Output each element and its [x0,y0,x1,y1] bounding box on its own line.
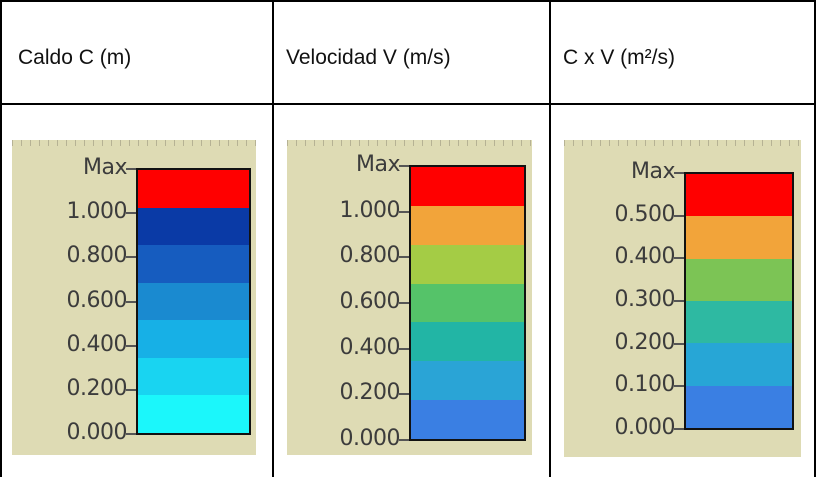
color-band [138,282,249,321]
color-band [686,258,792,301]
legend-label: Max [356,152,400,177]
legend-label: 0.800 [339,243,401,269]
legend-tick [126,168,136,170]
color-band [138,320,249,358]
legend-label: 0.100 [614,372,676,398]
table-border-header-bottom [0,103,816,105]
legend-label: 0.800 [66,243,128,269]
table-divider-2 [549,0,551,477]
legend-tick [674,257,684,260]
legend-label: Max [83,155,127,180]
legend-label: 1.000 [339,197,401,223]
color-band [686,216,792,259]
legend-tick [399,256,409,259]
color-band [138,170,249,208]
legend-label: 1.000 [66,199,128,225]
legend-tick [674,342,684,345]
legend-tick [674,214,684,217]
legend-tick [126,433,136,435]
legend-label: 0.400 [66,331,128,357]
legend-label: 0.200 [614,329,676,355]
legend-tick [126,212,136,215]
legend-ruler [564,140,801,146]
legend-caldo: Max 1.000 0.800 0.600 0.400 0.200 0.000 [12,140,256,455]
legend-cxv: Max 0.500 0.400 0.300 0.200 0.100 0.000 [564,140,801,457]
color-band [138,395,249,434]
color-bar-velocidad [409,165,526,441]
header-cxv: C x V (m²/s) [563,46,675,69]
legend-ruler [12,140,256,146]
legend-tick [674,385,684,388]
legend-label: 0.600 [339,289,401,314]
legend-tick [399,347,409,350]
color-bar-caldo [136,168,251,435]
color-band [411,244,524,284]
color-band [138,357,249,396]
color-band [686,343,792,386]
header-caldo: Caldo C (m) [18,46,132,69]
legend-label: 0.200 [339,380,401,406]
legend-tick [126,256,136,259]
color-band [686,385,792,428]
legend-label: 0.600 [66,287,128,313]
color-band [138,245,249,283]
color-band [686,174,792,217]
legend-tick [126,300,136,303]
legend-tick [126,344,136,347]
legend-label: Max [631,159,675,184]
color-band [138,207,249,246]
color-band [411,283,524,323]
color-band [411,205,524,245]
legend-tick [399,302,409,304]
legend-label: 0.300 [614,287,676,312]
legend-label: 0.400 [614,244,676,270]
legend-velocidad: Max 1.000 0.800 0.600 0.400 0.200 0.000 [287,140,532,455]
color-band [411,322,524,362]
legend-tick [126,388,136,391]
legend-tick [674,300,684,302]
legend-tick [674,428,684,430]
legend-ruler [287,140,532,146]
legend-label: 0.200 [66,375,128,401]
legend-tick [399,439,409,441]
color-band [411,400,524,440]
color-band [411,167,524,206]
table-border-right [814,0,816,477]
legend-tick [399,393,409,396]
legend-label: 0.000 [614,415,676,440]
color-band [686,300,792,344]
legend-label: 0.500 [614,201,676,227]
legend-label: 0.400 [339,334,401,360]
legend-tick [399,210,409,213]
legend-tick [674,172,684,174]
legend-label: 0.000 [66,420,128,445]
color-bar-cxv [684,172,794,430]
color-band [411,361,524,401]
table-divider-1 [272,0,274,477]
header-velocidad: Velocidad V (m/s) [286,46,451,69]
table-border-top [0,0,816,2]
legend-tick [399,165,409,167]
legend-label: 0.000 [339,426,401,451]
table-border-left [0,0,2,477]
